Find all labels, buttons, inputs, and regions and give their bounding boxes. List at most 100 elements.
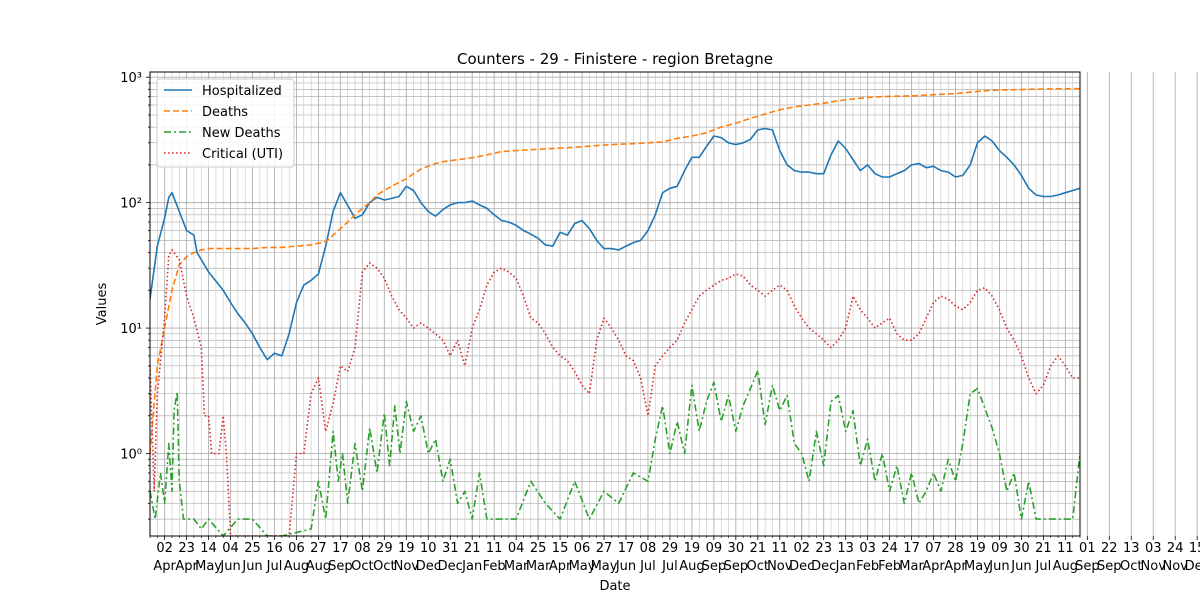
- x-tick-month: May: [569, 559, 596, 574]
- x-tick-day: 21: [1035, 541, 1052, 556]
- legend: Hospitalized Deaths New Deaths Critical …: [156, 78, 295, 168]
- x-tick-day: 07: [925, 541, 942, 556]
- legend-label-new-deaths: New Deaths: [202, 126, 281, 141]
- x-tick-day: 21: [750, 541, 767, 556]
- x-tick-day: 27: [596, 541, 613, 556]
- x-tick-day: 17: [618, 541, 635, 556]
- x-tick-day: 03: [859, 541, 876, 556]
- x-tick-day: 29: [662, 541, 679, 556]
- chart-title: Counters - 29 - Finistere - region Breta…: [457, 50, 773, 68]
- x-tick-day: 24: [1167, 541, 1184, 556]
- x-tick-month: Nov: [767, 559, 793, 574]
- series-line-deaths: [150, 87, 1080, 454]
- x-tick-day: 16: [266, 541, 283, 556]
- x-tick-day: 06: [574, 541, 591, 556]
- x-tick-day: 10: [420, 541, 437, 556]
- x-tick-day: 15: [1189, 541, 1200, 556]
- x-tick-month: Jul: [661, 559, 678, 574]
- x-tick-day: 11: [771, 541, 788, 556]
- x-tick-month: Dec: [438, 559, 463, 574]
- x-tick-month: Mar: [504, 559, 529, 574]
- x-tick-month: Nov: [1141, 559, 1167, 574]
- x-tick-month: Jun: [241, 559, 262, 574]
- x-tick-month: Oct: [351, 559, 373, 574]
- x-tick-day: 09: [991, 541, 1008, 556]
- x-tick-day: 19: [684, 541, 701, 556]
- x-tick-month: Oct: [1120, 559, 1142, 574]
- x-tick-day: 01: [1079, 541, 1096, 556]
- x-tick-month: Apr: [175, 559, 198, 574]
- grid: [149, 72, 1198, 536]
- x-tick-month: Aug: [1053, 559, 1078, 574]
- x-tick-day: 03: [1145, 541, 1162, 556]
- x-tick-month: Sep: [702, 559, 727, 574]
- x-tick-month: Jan: [835, 559, 856, 574]
- x-tick-month: Jul: [639, 559, 656, 574]
- x-tick-day: 19: [969, 541, 986, 556]
- plot-frame: [149, 71, 1081, 537]
- x-tick-month: May: [964, 559, 991, 574]
- x-tick-day: 14: [200, 541, 217, 556]
- y-tick-label: 10¹: [120, 322, 142, 337]
- x-tick-month: May: [591, 559, 618, 574]
- y-tick-label: 10⁰: [120, 448, 142, 463]
- x-tick-month: Jul: [1035, 559, 1052, 574]
- x-tick-month: Jul: [266, 559, 283, 574]
- x-tick-month: Feb: [878, 559, 901, 574]
- x-tick-month: Aug: [679, 559, 704, 574]
- x-tick-month: Nov: [394, 559, 420, 574]
- legend-box: [156, 78, 295, 168]
- x-tick-day: 15: [552, 541, 569, 556]
- x-tick-day: 02: [793, 541, 810, 556]
- x-tick-day: 06: [288, 541, 305, 556]
- x-tick-month: Sep: [724, 559, 749, 574]
- legend-label-deaths: Deaths: [202, 105, 248, 120]
- legend-label-critical: Critical (UTI): [202, 147, 283, 162]
- y-tick-label: 10³: [120, 71, 142, 86]
- x-tick-day: 08: [640, 541, 657, 556]
- x-tick-day: 27: [310, 541, 327, 556]
- x-tick-month: Nov: [1163, 559, 1189, 574]
- x-axis-ticks: 02Apr23Apr14May04Jun25Jun16Jul06Aug27Aug…: [149, 536, 1200, 574]
- x-tick-day: 25: [530, 541, 547, 556]
- x-tick-day: 19: [398, 541, 415, 556]
- x-tick-day: 23: [178, 541, 195, 556]
- x-tick-day: 30: [728, 541, 745, 556]
- x-tick-month: Apr: [922, 559, 945, 574]
- x-tick-day: 11: [1057, 541, 1074, 556]
- x-tick-month: Jun: [1010, 559, 1031, 574]
- x-tick-month: Apr: [944, 559, 967, 574]
- x-tick-day: 13: [837, 541, 854, 556]
- x-tick-day: 02: [156, 541, 173, 556]
- x-tick-day: 04: [508, 541, 525, 556]
- x-tick-month: Jan: [461, 559, 482, 574]
- x-tick-day: 21: [464, 541, 481, 556]
- x-tick-month: Apr: [549, 559, 572, 574]
- x-tick-month: May: [195, 559, 222, 574]
- x-tick-month: Jun: [615, 559, 636, 574]
- x-tick-month: Dec: [1185, 559, 1200, 574]
- x-tick-day: 17: [332, 541, 349, 556]
- x-tick-month: Aug: [284, 559, 309, 574]
- x-tick-month: Jun: [219, 559, 240, 574]
- series-line-hospitalized: [150, 127, 1080, 361]
- x-tick-day: 28: [947, 541, 964, 556]
- x-tick-month: Aug: [306, 559, 331, 574]
- x-tick-day: 13: [1123, 541, 1140, 556]
- x-tick-month: Oct: [747, 559, 769, 574]
- x-tick-day: 08: [354, 541, 371, 556]
- x-tick-month: Oct: [373, 559, 395, 574]
- x-tick-day: 30: [1013, 541, 1030, 556]
- x-tick-month: Mar: [899, 559, 924, 574]
- x-tick-day: 31: [442, 541, 459, 556]
- x-tick-month: Dec: [811, 559, 836, 574]
- x-tick-day: 24: [881, 541, 898, 556]
- y-axis-label: Values: [95, 283, 110, 326]
- x-tick-day: 23: [815, 541, 832, 556]
- y-axis-ticks: 10⁰ 10¹ 10² 10³: [120, 71, 150, 520]
- x-tick-day: 09: [706, 541, 723, 556]
- x-tick-day: 22: [1101, 541, 1118, 556]
- x-axis-label: Date: [599, 579, 630, 594]
- x-tick-day: 17: [903, 541, 920, 556]
